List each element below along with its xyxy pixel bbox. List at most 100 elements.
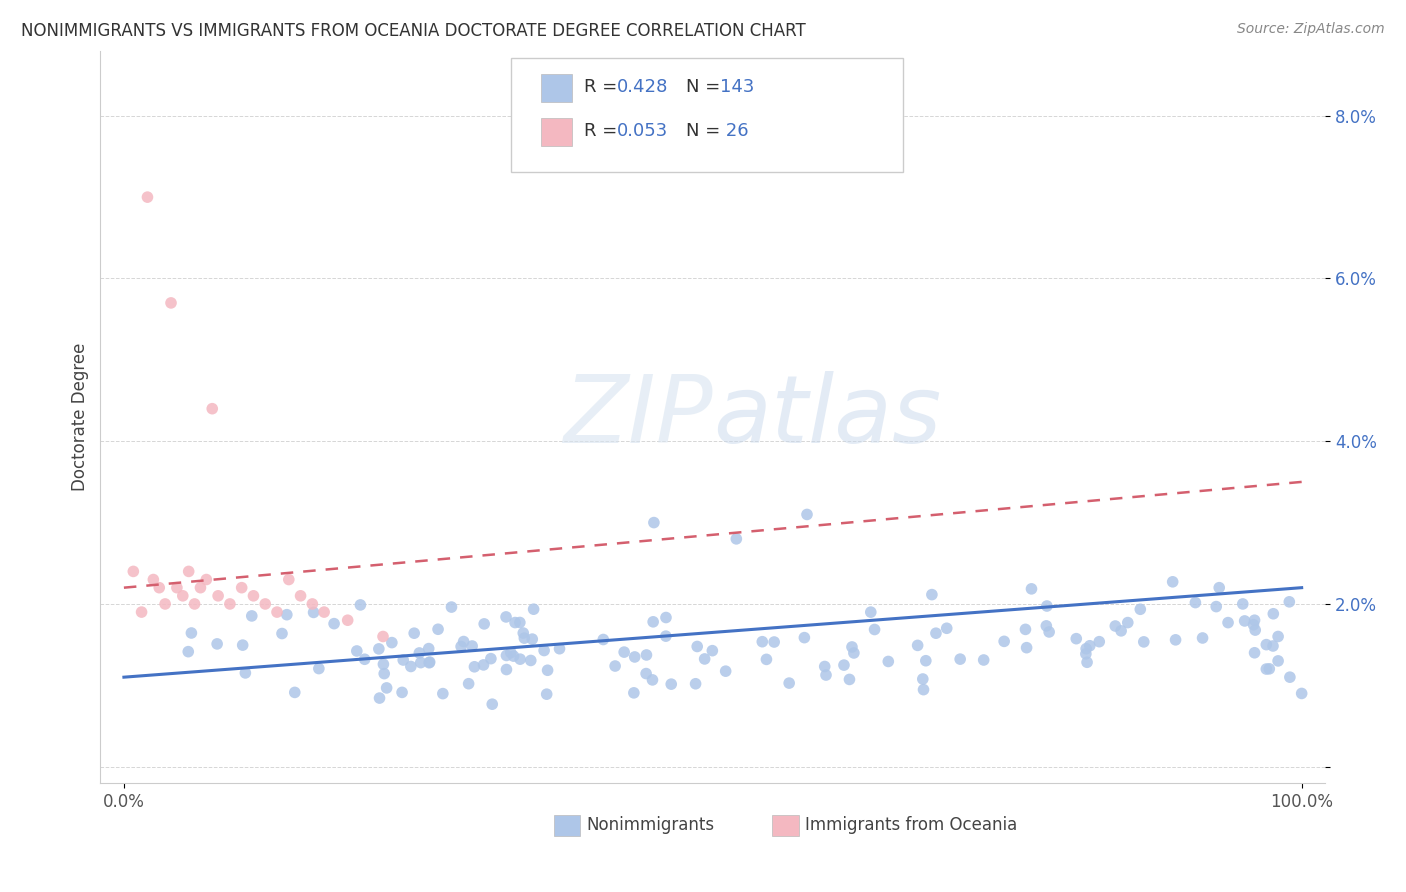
Point	[479, 651, 502, 665]
Point	[472, 616, 495, 631]
FancyBboxPatch shape	[541, 118, 572, 146]
Point	[367, 641, 389, 656]
Point	[399, 659, 422, 673]
Point	[1256, 662, 1278, 676]
Point	[1161, 574, 1184, 589]
Point	[1129, 602, 1152, 616]
Point	[877, 655, 900, 669]
Point	[1133, 635, 1156, 649]
Point	[1216, 615, 1239, 630]
Point	[536, 687, 558, 701]
Point	[755, 652, 778, 666]
Text: 0.428: 0.428	[617, 78, 669, 96]
Point	[1088, 634, 1111, 648]
Point	[536, 663, 558, 677]
Point	[659, 677, 682, 691]
Point	[512, 626, 534, 640]
Point	[440, 600, 463, 615]
Point	[177, 645, 200, 659]
Text: ZIP: ZIP	[564, 371, 713, 462]
Point	[655, 629, 678, 643]
Point	[1015, 640, 1038, 655]
Point	[509, 652, 531, 666]
Text: R =: R =	[583, 122, 623, 140]
Point	[404, 626, 426, 640]
Text: Nonimmigrants: Nonimmigrants	[586, 816, 714, 834]
Point	[290, 589, 312, 603]
Point	[841, 640, 863, 654]
Point	[1035, 619, 1057, 633]
Point	[457, 676, 479, 690]
Point	[271, 626, 294, 640]
Point	[353, 652, 375, 666]
Point	[461, 639, 484, 653]
Point	[373, 657, 395, 672]
Point	[1243, 646, 1265, 660]
Point	[686, 640, 709, 654]
Point	[1261, 639, 1284, 653]
Point	[472, 657, 495, 672]
Point	[418, 656, 440, 670]
Point	[391, 685, 413, 699]
Point	[603, 659, 626, 673]
Point	[242, 589, 264, 603]
Point	[655, 610, 678, 624]
Point	[373, 666, 395, 681]
Point	[725, 532, 748, 546]
Point	[763, 635, 786, 649]
Point	[122, 565, 145, 579]
Point	[1076, 641, 1098, 656]
Point	[751, 634, 773, 648]
FancyBboxPatch shape	[541, 74, 572, 102]
Point	[592, 632, 614, 647]
Point	[481, 697, 503, 711]
Point	[1038, 624, 1060, 639]
Point	[495, 663, 517, 677]
Point	[1078, 639, 1101, 653]
Point	[714, 664, 737, 678]
Point	[796, 508, 818, 522]
Point	[349, 598, 371, 612]
Point	[814, 659, 837, 673]
Point	[643, 516, 665, 530]
Point	[266, 605, 288, 619]
Point	[636, 666, 658, 681]
FancyBboxPatch shape	[772, 815, 799, 836]
Point	[371, 630, 394, 644]
Point	[1258, 662, 1281, 676]
Point	[993, 634, 1015, 648]
Point	[346, 644, 368, 658]
Point	[408, 646, 430, 660]
Point	[463, 660, 485, 674]
Point	[842, 646, 865, 660]
Point	[166, 581, 188, 595]
Point	[418, 641, 440, 656]
Point	[231, 581, 253, 595]
Point	[636, 648, 658, 662]
FancyBboxPatch shape	[554, 815, 581, 836]
Point	[1074, 647, 1097, 661]
Point	[778, 676, 800, 690]
Point	[911, 672, 934, 686]
Point	[183, 597, 205, 611]
Text: 0.053: 0.053	[617, 122, 668, 140]
Point	[450, 640, 472, 654]
Point	[814, 668, 837, 682]
Text: 143: 143	[720, 78, 755, 96]
Point	[859, 605, 882, 619]
Point	[1164, 632, 1187, 647]
Point	[284, 685, 307, 699]
Point	[1256, 638, 1278, 652]
Y-axis label: Doctorate Degree: Doctorate Degree	[72, 343, 89, 491]
Point	[912, 682, 935, 697]
Point	[1208, 581, 1230, 595]
Point	[235, 665, 257, 680]
Point	[1243, 613, 1265, 627]
Point	[1076, 655, 1098, 669]
Point	[1104, 619, 1126, 633]
Point	[1263, 607, 1285, 621]
Point	[1205, 599, 1227, 614]
Point	[419, 655, 441, 669]
Point	[219, 597, 242, 611]
Point	[623, 686, 645, 700]
